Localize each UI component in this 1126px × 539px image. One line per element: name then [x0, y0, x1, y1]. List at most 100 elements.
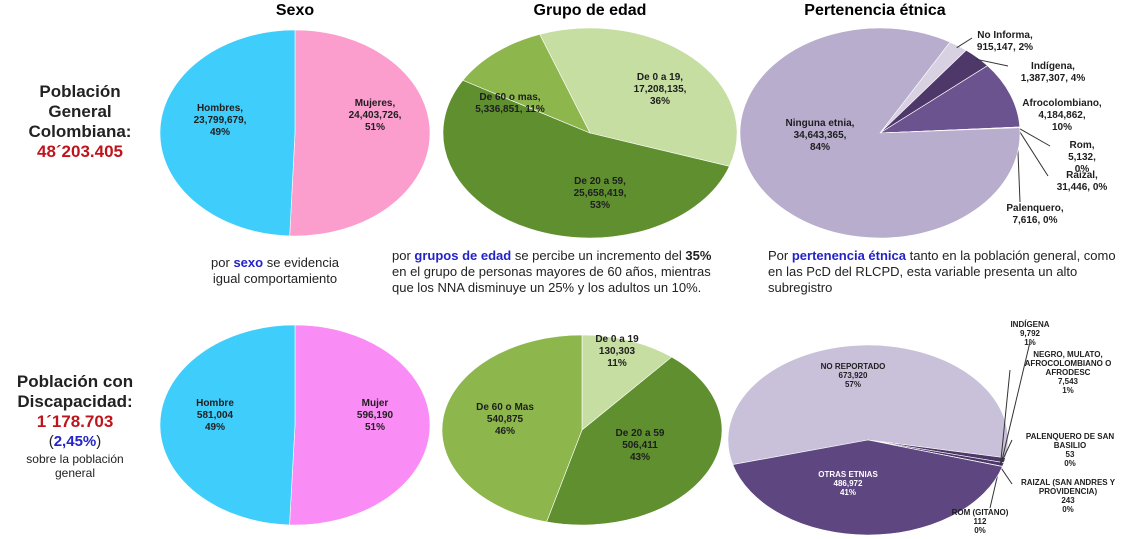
- label-categories: Palenquero,: [1006, 203, 1064, 214]
- note-text: por: [211, 255, 234, 270]
- label-value-labels: 5,132,: [1068, 152, 1096, 163]
- leader-line: [1016, 126, 1051, 147]
- pie-slice: [289, 29, 431, 237]
- pie-slice: [441, 334, 583, 523]
- pie-slice: [546, 356, 723, 526]
- slice-label: De 60 o mas, 5,336,851, 11%: [460, 92, 560, 116]
- label-percent-labels: 49%: [209, 127, 230, 138]
- note: por sexo se evidencia igual comportamien…: [200, 255, 350, 287]
- note-text: pertenencia étnica: [791, 248, 906, 263]
- pie-slice: [159, 29, 296, 237]
- note: Por pertenencia étnica tanto en la pobla…: [768, 248, 1118, 296]
- label-percent-labels: 1%: [1024, 338, 1036, 347]
- label-categories: PALENQUERO DE SAN BASILIO: [1025, 432, 1115, 450]
- row-line: General: [48, 102, 112, 121]
- leader-line: [999, 439, 1013, 467]
- slice-label: INDÍGENA 9,792 1%: [1000, 320, 1060, 347]
- leader-line: [999, 465, 1013, 485]
- pie-slice: [462, 33, 591, 134]
- row-label: Población con Discapacidad: 1´178.703 (2…: [0, 372, 150, 480]
- header: Grupo de edad: [533, 2, 647, 19]
- leader-line: [975, 58, 1009, 67]
- paren: (: [48, 433, 54, 450]
- row-total: 1´178.703: [36, 412, 114, 431]
- paren: ): [96, 433, 102, 450]
- pie-slice: [442, 79, 730, 239]
- pie-slice: [539, 27, 738, 167]
- label-categories: NEGRO, MULATO, AFROCOLOMBIANO O AFRODESC: [1024, 350, 1112, 377]
- slice-label: ROM (GITANO) 112 0%: [945, 508, 1015, 535]
- header: Pertenencia étnica: [804, 2, 946, 19]
- slice-label: Palenquero, 7,616, 0%: [1000, 203, 1070, 227]
- note-text: tanto en la población general, como en l…: [768, 248, 1116, 295]
- label-percent-labels: 0%: [1064, 459, 1076, 468]
- pie-slice: [581, 334, 673, 431]
- label-categories: OTRAS ETNIAS: [818, 470, 878, 479]
- slice-label: Raizal, 31,446, 0%: [1047, 170, 1117, 194]
- note-text: en el grupo de personas mayores de 60 añ…: [392, 264, 711, 295]
- slice-label: De 0 a 19 130,303 11%: [577, 334, 657, 370]
- label-value-labels: 243: [1061, 496, 1075, 505]
- note-text: Por: [768, 248, 792, 263]
- label-categories: Mujer: [361, 398, 389, 409]
- leader-line: [1000, 369, 1011, 465]
- slice-label: De 0 a 19, 17,208,135, 36%: [605, 72, 715, 108]
- label-value-labels: 24,403,726,: [348, 110, 402, 121]
- label-value-labels: 540,875: [486, 414, 524, 425]
- label-categories: De 60 o Mas: [476, 402, 534, 413]
- label-categories: Indígena,: [1031, 61, 1075, 72]
- label-categories: De 20 a 59: [615, 428, 665, 439]
- note-text: por: [392, 248, 415, 263]
- slice-label: Afrocolombiano, 4,184,862, 10%: [1022, 98, 1102, 134]
- label-value-labels: 506,411: [622, 440, 658, 451]
- label-categories: Rom,: [1069, 140, 1095, 151]
- slice-label: Hombre 581,004 49%: [165, 398, 265, 434]
- label-categories: INDÍGENA: [1010, 320, 1050, 329]
- header: Sexo: [275, 2, 315, 19]
- label-percent-labels: 0%: [1062, 505, 1074, 514]
- label-categories: ROM (GITANO): [951, 508, 1009, 517]
- row-share: (2,45%): [0, 432, 150, 452]
- label-categories: No Informa,: [977, 30, 1033, 41]
- label-categories: RAIZAL (SAN ANDRES Y PROVIDENCIA): [1020, 478, 1116, 496]
- label-percent-labels: 36%: [649, 96, 670, 107]
- label-value-labels: 4,184,862,: [1038, 110, 1086, 121]
- row-line: Discapacidad:: [17, 392, 133, 411]
- note: por grupos de edad se percibe un increme…: [392, 248, 722, 296]
- label-value-labels: 581,004: [196, 410, 234, 421]
- leader-line: [1016, 127, 1049, 177]
- slice-label: NO REPORTADO 673,920 57%: [803, 362, 903, 389]
- row-total: 48´203.405: [36, 142, 124, 161]
- label-value-labels: 53: [1065, 450, 1075, 459]
- row-line: Colombiana:: [28, 122, 132, 141]
- slice-label: Mujeres, 24,403,726, 51%: [325, 98, 425, 134]
- label-value-labels: 5,336,851, 11%: [475, 104, 545, 115]
- slice-label: Ninguna etnia, 34,643,365, 84%: [785, 118, 855, 154]
- label-categories: De 60 o mas,: [479, 92, 541, 103]
- label-percent-labels: 84%: [809, 142, 830, 153]
- share: 2,45%: [53, 433, 97, 450]
- label-percent-labels: 51%: [364, 122, 385, 133]
- leader-line: [1001, 341, 1031, 461]
- note-text: se evidencia igual comportamiento: [212, 255, 339, 286]
- slice-label: Indígena, 1,387,307, 4%: [1008, 61, 1098, 85]
- slice-label: PALENQUERO DE SAN BASILIO 53 0%: [1014, 432, 1126, 468]
- label-categories: De 20 a 59,: [574, 176, 626, 187]
- label-percent-labels: 49%: [204, 422, 225, 433]
- label-percent-labels: 41%: [839, 488, 856, 497]
- label-percent-labels: 53%: [589, 200, 610, 211]
- label-categories: Hombres,: [196, 103, 244, 114]
- label-categories: Afrocolombiano,: [1022, 98, 1102, 109]
- slice-label: RAIZAL (SAN ANDRES Y PROVIDENCIA) 243 0%: [1009, 478, 1126, 514]
- label-value-labels: 34,643,365,: [793, 130, 847, 141]
- label-percent-labels: 11%: [607, 358, 627, 369]
- slice-label: Mujer 596,190 51%: [325, 398, 425, 434]
- slice-label: Rom, 5,132, 0%: [1052, 140, 1112, 176]
- pie-slice: [878, 65, 1021, 134]
- share-note: sobre la población: [26, 452, 124, 466]
- slice-label: De 60 o Mas 540,875 46%: [455, 402, 555, 438]
- label-value-labels: 130,303: [598, 346, 636, 357]
- label-value-labels: 486,972: [833, 479, 863, 488]
- label-percent-labels: 10%: [1051, 122, 1072, 133]
